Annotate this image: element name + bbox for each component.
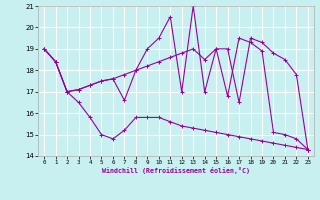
X-axis label: Windchill (Refroidissement éolien,°C): Windchill (Refroidissement éolien,°C)	[102, 167, 250, 174]
